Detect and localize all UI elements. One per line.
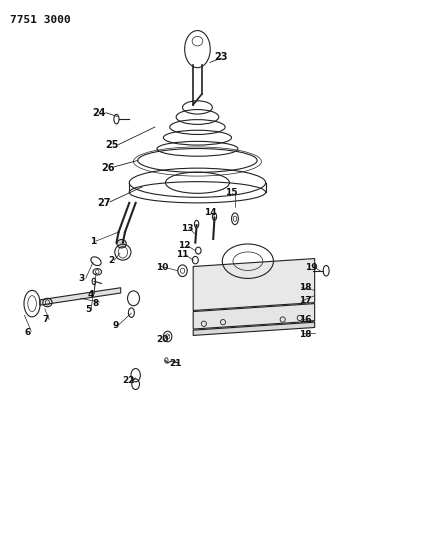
Text: 16: 16 [299,315,311,324]
Text: 26: 26 [101,164,115,173]
Polygon shape [193,259,314,311]
Text: 22: 22 [122,376,135,385]
Text: 12: 12 [178,241,190,250]
Text: 4: 4 [88,289,94,298]
Text: 10: 10 [156,263,169,272]
Text: 17: 17 [299,296,311,305]
Ellipse shape [117,239,126,248]
Text: 9: 9 [112,321,119,330]
Text: 8: 8 [93,299,99,308]
Text: 14: 14 [204,208,217,217]
Text: 2: 2 [108,256,115,265]
Text: 21: 21 [169,359,181,367]
Text: 25: 25 [106,140,119,150]
Text: 18: 18 [299,283,311,292]
Text: 15: 15 [225,188,238,197]
Text: 18: 18 [299,330,311,339]
Text: 20: 20 [156,335,169,344]
Text: 7: 7 [42,315,48,324]
Text: 11: 11 [176,251,188,260]
Text: 24: 24 [93,108,106,118]
Text: 1: 1 [90,237,96,246]
Text: 7751 3000: 7751 3000 [10,14,71,25]
Polygon shape [193,322,314,335]
Text: 3: 3 [79,273,85,282]
Text: 27: 27 [97,198,110,208]
Text: 19: 19 [305,263,318,272]
Text: 13: 13 [181,224,193,233]
Polygon shape [40,288,121,305]
Text: 5: 5 [85,305,91,314]
Polygon shape [193,304,314,329]
Text: 6: 6 [25,328,31,337]
Text: 23: 23 [214,52,228,62]
